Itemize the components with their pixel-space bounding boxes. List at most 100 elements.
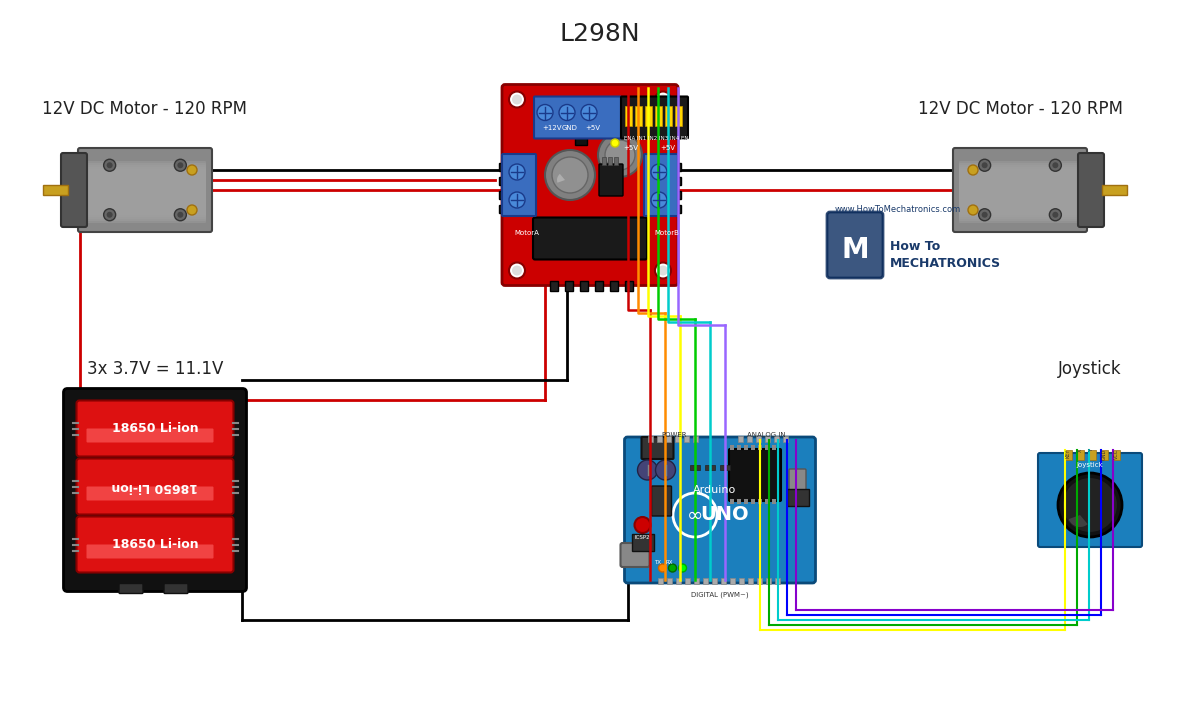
- Bar: [665, 106, 672, 125]
- FancyBboxPatch shape: [1078, 153, 1104, 227]
- Bar: [774, 578, 780, 584]
- Bar: [766, 578, 770, 584]
- FancyBboxPatch shape: [786, 489, 809, 506]
- Text: +12V: +12V: [542, 125, 562, 131]
- Bar: [730, 445, 734, 450]
- Bar: [738, 436, 743, 442]
- Circle shape: [512, 265, 522, 276]
- Bar: [666, 578, 672, 584]
- Bar: [1090, 450, 1096, 460]
- Circle shape: [655, 460, 676, 480]
- Text: DIGITAL (PWM~): DIGITAL (PWM~): [691, 592, 749, 598]
- Circle shape: [512, 94, 522, 104]
- Wedge shape: [557, 174, 565, 183]
- Circle shape: [982, 212, 988, 218]
- FancyBboxPatch shape: [64, 389, 246, 591]
- Bar: [756, 578, 762, 584]
- FancyBboxPatch shape: [84, 165, 206, 219]
- Bar: [674, 106, 682, 125]
- FancyBboxPatch shape: [620, 543, 649, 567]
- Bar: [1114, 450, 1120, 460]
- Circle shape: [1052, 162, 1058, 168]
- Circle shape: [655, 262, 671, 279]
- Bar: [673, 204, 682, 213]
- Bar: [674, 436, 679, 442]
- Bar: [565, 281, 574, 291]
- Circle shape: [598, 133, 642, 177]
- Circle shape: [103, 160, 115, 172]
- FancyBboxPatch shape: [86, 428, 214, 442]
- Circle shape: [1058, 473, 1122, 537]
- FancyBboxPatch shape: [77, 459, 234, 515]
- Circle shape: [982, 162, 988, 168]
- Bar: [774, 436, 779, 442]
- FancyBboxPatch shape: [534, 96, 622, 138]
- Bar: [684, 436, 689, 442]
- Text: +5V: +5V: [660, 145, 674, 152]
- Circle shape: [187, 165, 197, 175]
- Bar: [737, 499, 742, 504]
- Bar: [706, 465, 715, 470]
- Bar: [610, 281, 618, 291]
- Bar: [1066, 450, 1072, 460]
- Text: Joystick: Joystick: [1058, 360, 1122, 378]
- Bar: [1102, 185, 1127, 195]
- Circle shape: [178, 162, 184, 168]
- Bar: [625, 281, 634, 291]
- Text: KEY: KEY: [1066, 449, 1070, 459]
- Circle shape: [668, 564, 677, 572]
- Text: RX: RX: [666, 560, 673, 565]
- Circle shape: [968, 165, 978, 175]
- Text: L298N: L298N: [559, 22, 641, 46]
- Bar: [772, 445, 776, 450]
- Circle shape: [509, 192, 526, 208]
- Bar: [608, 157, 612, 165]
- Circle shape: [979, 160, 991, 172]
- Circle shape: [187, 205, 197, 215]
- FancyBboxPatch shape: [959, 167, 1081, 217]
- Bar: [758, 445, 762, 450]
- Circle shape: [678, 564, 686, 572]
- FancyBboxPatch shape: [959, 163, 1081, 221]
- Bar: [580, 281, 588, 291]
- Circle shape: [107, 162, 113, 168]
- Bar: [655, 106, 662, 125]
- FancyBboxPatch shape: [959, 169, 1081, 215]
- Wedge shape: [1069, 515, 1087, 527]
- Circle shape: [635, 517, 650, 533]
- Bar: [550, 281, 558, 291]
- Bar: [625, 106, 632, 125]
- Bar: [635, 106, 642, 125]
- Bar: [595, 281, 604, 291]
- Bar: [766, 499, 769, 504]
- Bar: [738, 578, 744, 584]
- Text: VCC: VCC: [1114, 449, 1118, 459]
- Bar: [694, 578, 698, 584]
- Text: 12V DC Motor - 120 RPM: 12V DC Motor - 120 RPM: [918, 100, 1122, 118]
- Text: TX: TX: [654, 560, 661, 565]
- Bar: [690, 465, 700, 470]
- Bar: [751, 445, 755, 450]
- Circle shape: [637, 460, 658, 480]
- Circle shape: [1062, 477, 1118, 533]
- Text: 3x 3.7V = 11.1V: 3x 3.7V = 11.1V: [86, 360, 223, 378]
- FancyBboxPatch shape: [77, 516, 234, 572]
- Circle shape: [581, 104, 598, 121]
- FancyBboxPatch shape: [61, 153, 88, 227]
- Bar: [1078, 450, 1084, 460]
- FancyBboxPatch shape: [953, 148, 1087, 232]
- Circle shape: [509, 164, 526, 180]
- Text: www.HowToMechatronics.com: www.HowToMechatronics.com: [835, 205, 961, 214]
- Circle shape: [1052, 212, 1058, 218]
- Text: GND: GND: [562, 125, 578, 131]
- Bar: [712, 578, 716, 584]
- FancyBboxPatch shape: [164, 584, 188, 593]
- Bar: [772, 499, 776, 504]
- Bar: [602, 157, 606, 165]
- Text: +5V: +5V: [623, 145, 638, 152]
- Text: MotorB: MotorB: [654, 230, 679, 236]
- Bar: [730, 578, 734, 584]
- Circle shape: [1049, 208, 1061, 220]
- FancyBboxPatch shape: [84, 163, 206, 221]
- Bar: [43, 185, 68, 195]
